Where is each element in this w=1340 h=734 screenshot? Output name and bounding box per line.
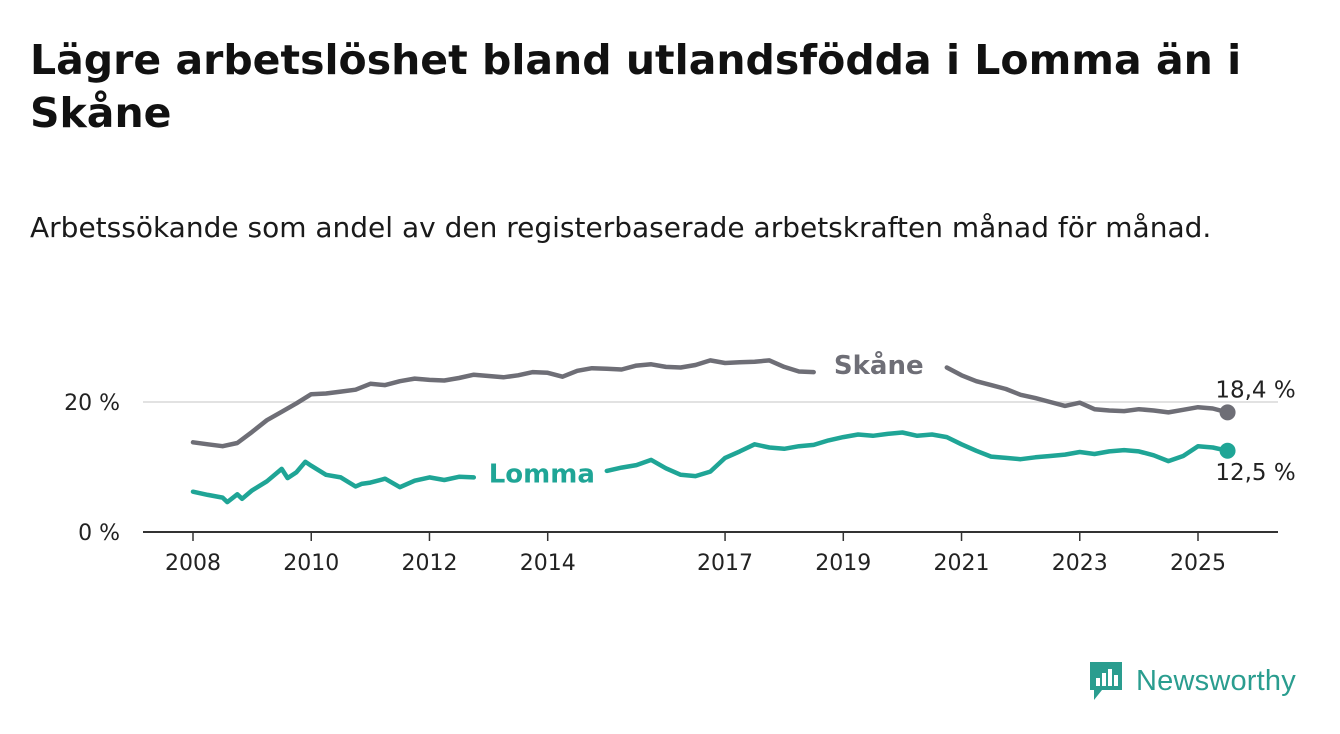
series-end-label-lomma: 12,5 %: [1215, 460, 1295, 486]
newsworthy-logo-icon: [1090, 662, 1122, 700]
series-line-lomma: [604, 430, 1230, 479]
series-name-label-skåne: Skåne: [834, 349, 924, 381]
x-tick-label: 2025: [1170, 551, 1226, 576]
chart-subtitle: Arbetssökande som andel av den registerb…: [30, 211, 1212, 244]
series-line-skåne: [944, 365, 1230, 415]
series-end-point-skåne: [1219, 404, 1236, 421]
chart-title: Lägre arbetslöshet bland utlandsfödda i …: [30, 36, 1242, 137]
series-end-label-skåne: 18,4 %: [1215, 377, 1295, 403]
y-tick-label: 20 %: [64, 391, 120, 416]
series-end-point-lomma: [1219, 442, 1236, 459]
x-tick-label: 2019: [815, 551, 871, 576]
brand-logo: Newsworthy: [1088, 660, 1296, 702]
x-tick-label: 2017: [697, 551, 753, 576]
x-tick-label: 2014: [520, 551, 576, 576]
x-tick-label: 2010: [283, 551, 339, 576]
x-tick-label: 2012: [401, 551, 457, 576]
brand-name: Newsworthy: [1136, 664, 1296, 697]
y-tick-label: 0 %: [78, 521, 120, 546]
series-name-label-lomma: Lomma: [489, 460, 595, 490]
x-tick-label: 2023: [1052, 551, 1108, 576]
series-line-lomma: [190, 459, 477, 505]
axis-layer: 0 % 20 % 2008 2010 2012 2014 2017 2019 2021 2023 2…: [64, 391, 1278, 576]
series-line-skåne: [190, 358, 816, 449]
line-chart: 0 % 20 % 2008 2010 2012 2014 2017 2019 2021 2023 2…: [64, 349, 1296, 576]
x-tick-label: 2021: [934, 551, 990, 576]
x-tick-label: 2008: [165, 551, 221, 576]
series-layer: [190, 358, 1236, 505]
label-layer: 18,4 % Skåne 12,5 % Lomma: [489, 349, 1296, 490]
